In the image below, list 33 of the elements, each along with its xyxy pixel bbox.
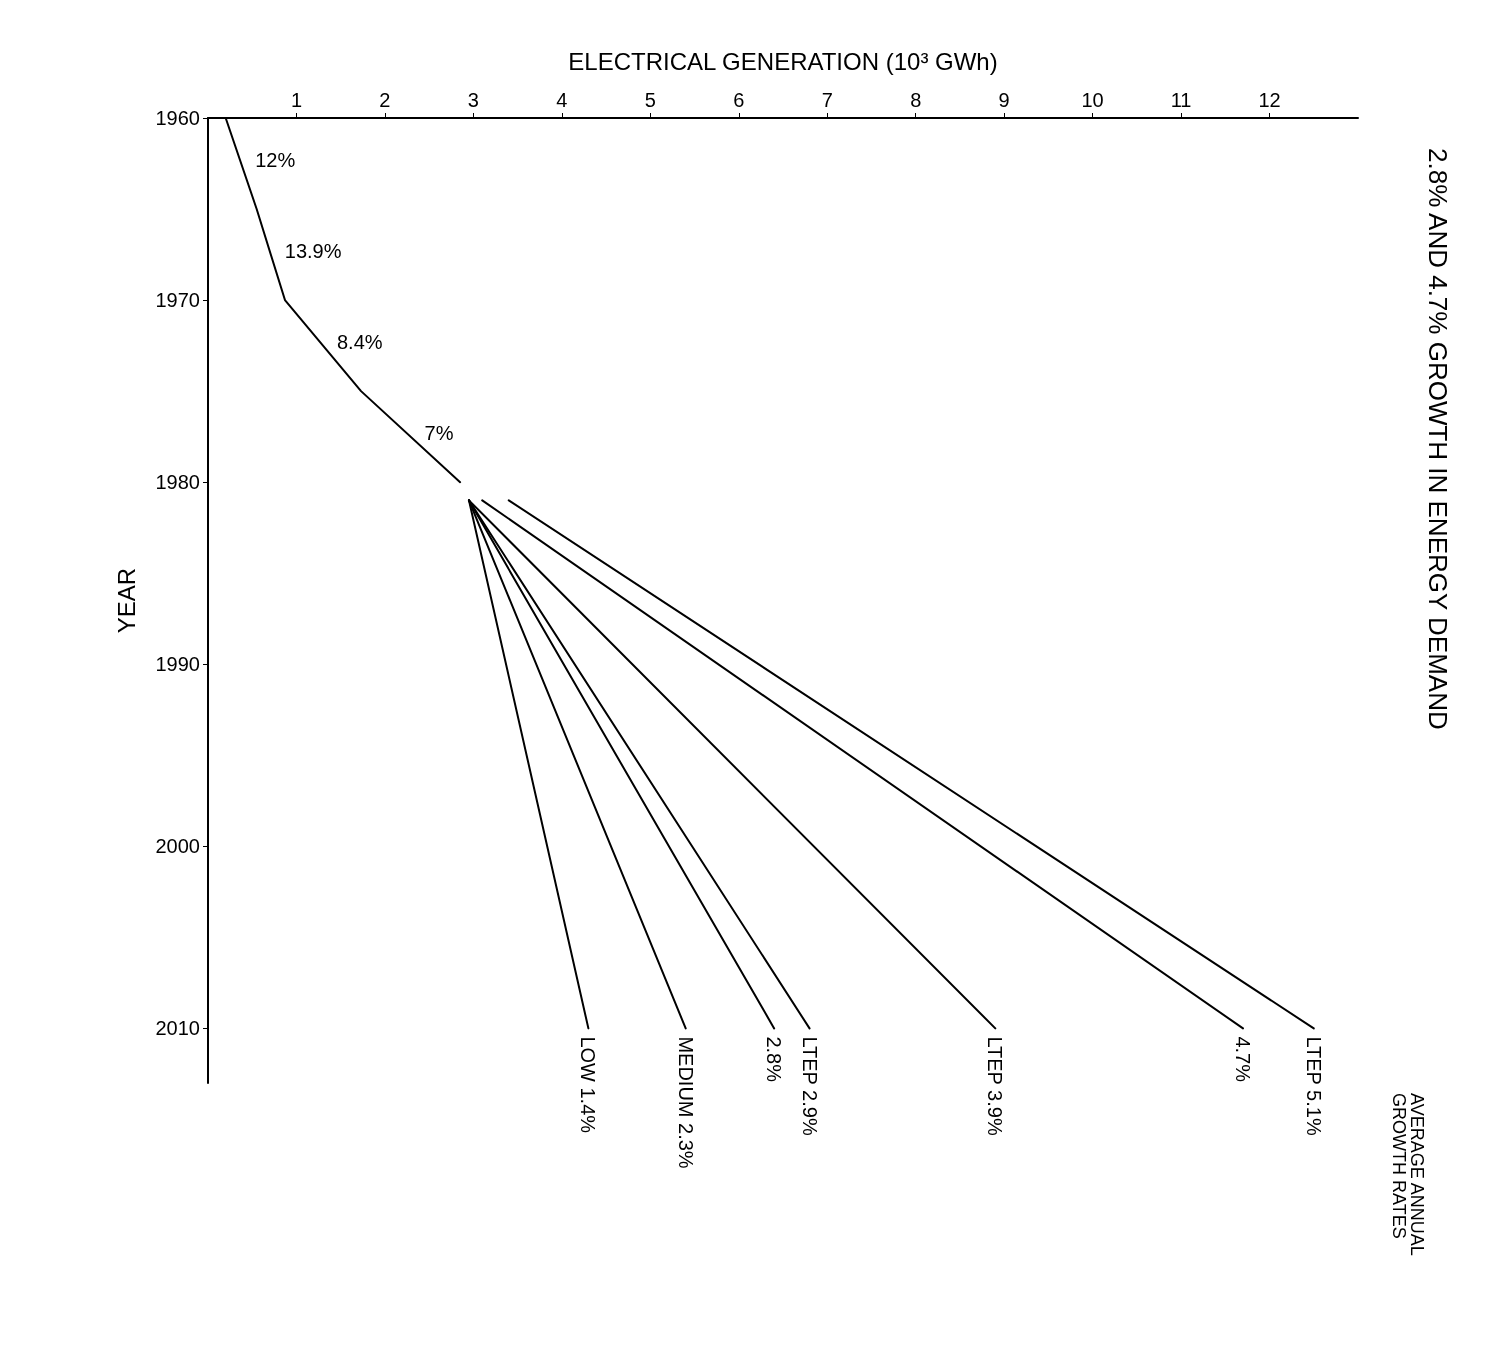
x-tick-label: 5 [644, 89, 656, 111]
x-axis-title: ELECTRICAL GENERATION (10³ GWh) [568, 47, 998, 75]
x-tick-label: 9 [998, 89, 1010, 111]
text: 2.8% AND 4.7% GROWTH IN ENERGY DEMAND [1423, 148, 1453, 730]
text: LOW 1.4% [577, 1036, 600, 1134]
text: MEDIUM 2.3% [674, 1036, 697, 1169]
y-tick-label: 1970 [155, 289, 200, 312]
text: AVERAGE ANNUAL GROWTH RATES [1389, 1093, 1427, 1261]
x-tick-label: 2 [379, 89, 391, 111]
x-tick-label: 11 [1170, 89, 1192, 111]
text: LTEP 2.9% [798, 1036, 821, 1136]
x-tick-label: 10 [1081, 89, 1104, 111]
x-tick-label: 6 [733, 89, 745, 111]
text: 2.8% [763, 1036, 786, 1083]
x-tick-label: 4 [556, 89, 568, 111]
text: 4.7% [1232, 1036, 1254, 1083]
annotation: 12% [255, 148, 296, 171]
text: LTEP 5.1% [1302, 1036, 1325, 1136]
y-tick-label: 1980 [155, 471, 200, 494]
annotation: 7% [424, 421, 454, 444]
x-tick-label: 12 [1258, 89, 1281, 111]
x-tick-label: 8 [910, 89, 922, 111]
text: LTEP 3.9% [984, 1036, 1007, 1136]
x-tick-label: 1 [290, 89, 303, 111]
y-axis-title: YEAR [112, 567, 140, 634]
annotation: 8.4% [337, 330, 383, 353]
x-tick-label: 7 [821, 89, 833, 111]
y-tick-label: 2000 [155, 835, 200, 858]
annotation: 13.9% [284, 239, 342, 262]
y-tick-label: 2010 [155, 1017, 200, 1040]
y-tick-label: 1960 [155, 107, 200, 129]
x-tick-label: 3 [467, 89, 479, 111]
y-tick-label: 1990 [155, 653, 200, 676]
